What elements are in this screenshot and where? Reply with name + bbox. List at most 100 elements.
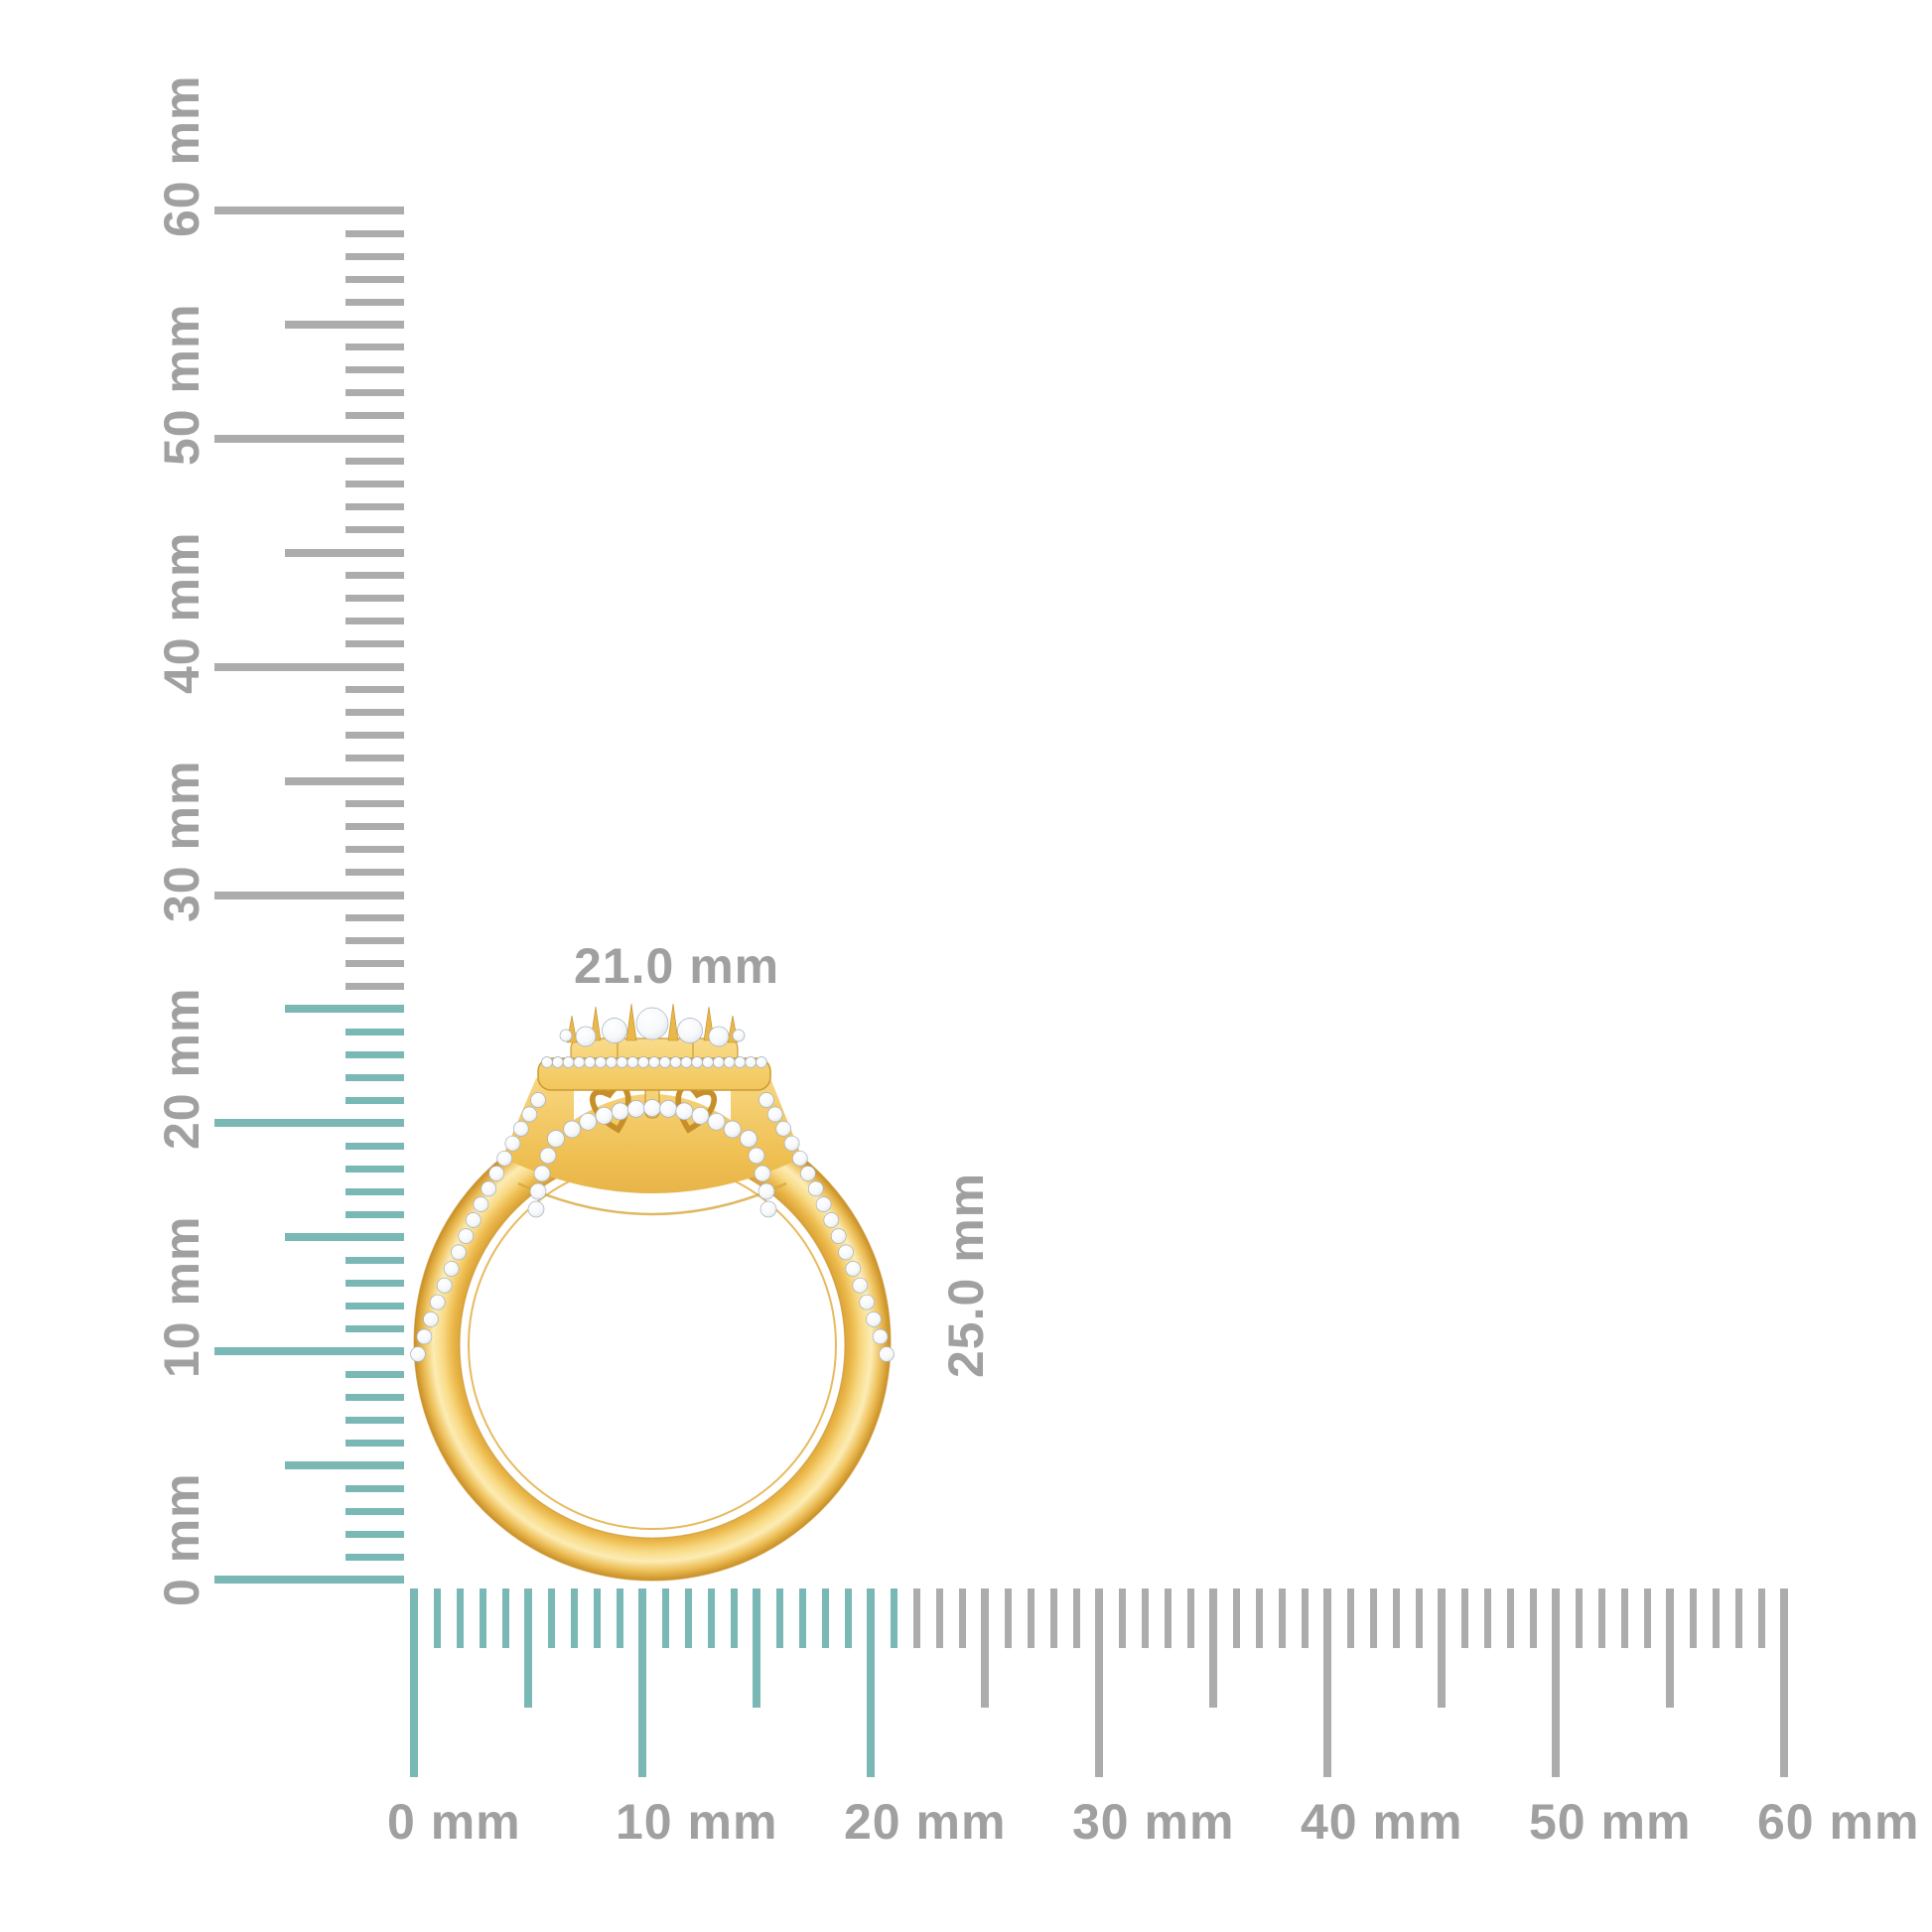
- ruler-tick: [616, 1588, 623, 1648]
- ruler-tick: [1597, 1588, 1605, 1648]
- ruler-tick: [285, 1233, 404, 1242]
- ruler-tick: [214, 1119, 404, 1128]
- halo-diamond: [707, 1112, 726, 1131]
- ruler-tick: [345, 275, 404, 283]
- ruler-tick: [890, 1588, 897, 1648]
- rim-diamond: [669, 1056, 682, 1068]
- ruler-label: 50 mm: [154, 303, 209, 466]
- ruler-tick: [214, 1576, 404, 1584]
- split-shank-line: [517, 1181, 787, 1216]
- ruler-tick: [285, 548, 404, 557]
- rim-diamond: [712, 1056, 725, 1068]
- pave-diamond: [759, 1092, 774, 1108]
- ruler-tick: [345, 481, 404, 488]
- ruler-tick: [285, 320, 404, 329]
- ruler-label: 20 mm: [154, 987, 209, 1151]
- ruler-tick: [345, 503, 404, 511]
- halo-diamond: [758, 1182, 775, 1200]
- ruler-tick: [345, 1507, 404, 1515]
- ruler-tick: [730, 1588, 738, 1648]
- ruler-tick: [1734, 1588, 1742, 1648]
- halo-diamond: [533, 1165, 551, 1182]
- rim-diamond: [626, 1056, 639, 1068]
- ruler-tick: [1118, 1588, 1126, 1648]
- pave-diamond: [423, 1311, 439, 1327]
- ruler-tick: [345, 709, 404, 717]
- rim-diamond: [702, 1056, 714, 1068]
- pave-diamond: [530, 1092, 546, 1108]
- ruler-tick: [1323, 1588, 1331, 1777]
- halo-diamond: [611, 1102, 629, 1121]
- ruler-tick: [821, 1588, 829, 1648]
- ruler-tick: [345, 823, 404, 831]
- ruler-tick: [1186, 1588, 1194, 1648]
- ruler-tick: [593, 1588, 601, 1648]
- ruler-tick: [345, 686, 404, 694]
- rim-diamond: [573, 1056, 586, 1068]
- ruler-label: 60 mm: [154, 74, 209, 237]
- rim-diamond: [756, 1056, 767, 1068]
- ruler-tick: [345, 1165, 404, 1173]
- diamonds: [410, 1007, 895, 1362]
- ruler-tick: [345, 366, 404, 374]
- halo-diamond: [643, 1099, 661, 1117]
- halo-diamond: [659, 1100, 678, 1118]
- ruler-tick: [345, 1484, 404, 1492]
- ruler-tick: [684, 1588, 692, 1648]
- ruler-tick: [1301, 1588, 1309, 1648]
- ruler-tick: [456, 1588, 464, 1648]
- pave-diamond: [473, 1196, 489, 1212]
- ruler-tick: [345, 595, 404, 603]
- ruler-tick: [345, 412, 404, 420]
- gallery-heart-right: [675, 1083, 718, 1134]
- ruler-tick: [1483, 1588, 1491, 1648]
- ruler-label: 10 mm: [154, 1215, 209, 1379]
- halo-diamond: [675, 1102, 694, 1121]
- ruler-tick: [345, 1142, 404, 1150]
- ruler-tick: [345, 914, 404, 921]
- pave-diamond: [496, 1150, 513, 1167]
- pave-diamond: [451, 1244, 467, 1261]
- rim-diamond: [680, 1056, 693, 1068]
- ruler-tick: [345, 389, 404, 397]
- ruler-tick: [798, 1588, 806, 1648]
- ruler-tick: [345, 1530, 404, 1538]
- ruler-tick: [958, 1588, 966, 1648]
- pave-diamond: [504, 1135, 521, 1152]
- halo-diamond: [723, 1120, 742, 1139]
- rim-diamond: [562, 1056, 575, 1068]
- pave-diamond: [481, 1180, 497, 1197]
- cluster-diamond: [575, 1026, 597, 1047]
- ruler-tick: [345, 732, 404, 740]
- cluster-diamond: [559, 1029, 573, 1042]
- ruler-tick: [1415, 1588, 1423, 1648]
- ruler-tick: [345, 1553, 404, 1561]
- ruler-tick: [1620, 1588, 1628, 1648]
- halo-diamond: [759, 1200, 777, 1218]
- ruler-tick: [345, 1439, 404, 1447]
- pave-diamond: [775, 1121, 792, 1137]
- prongs: [566, 1003, 739, 1043]
- ruler-tick: [570, 1588, 578, 1648]
- ruler-label: 0 mm: [387, 1794, 521, 1850]
- ruler-tick: [345, 1050, 404, 1058]
- ruler-tick: [1141, 1588, 1149, 1648]
- ruler-tick: [547, 1588, 555, 1648]
- ruler-tick: [345, 344, 404, 351]
- ruler-tick: [214, 1347, 404, 1356]
- ruler-label: 30 mm: [154, 759, 209, 922]
- ruler-tick: [844, 1588, 852, 1648]
- pave-diamond: [436, 1277, 453, 1294]
- ruler-tick: [285, 1461, 404, 1470]
- ruler-label: 30 mm: [1072, 1794, 1235, 1850]
- ruler-tick: [1027, 1588, 1035, 1648]
- ruler-tick: [935, 1588, 943, 1648]
- ruler-tick: [867, 1588, 875, 1777]
- rim-diamond: [551, 1056, 564, 1068]
- ruler-tick: [345, 982, 404, 990]
- halo-diamond: [691, 1106, 710, 1125]
- halo-diamond: [579, 1112, 598, 1131]
- pave-diamond: [823, 1212, 840, 1228]
- ruler-tick: [1575, 1588, 1583, 1648]
